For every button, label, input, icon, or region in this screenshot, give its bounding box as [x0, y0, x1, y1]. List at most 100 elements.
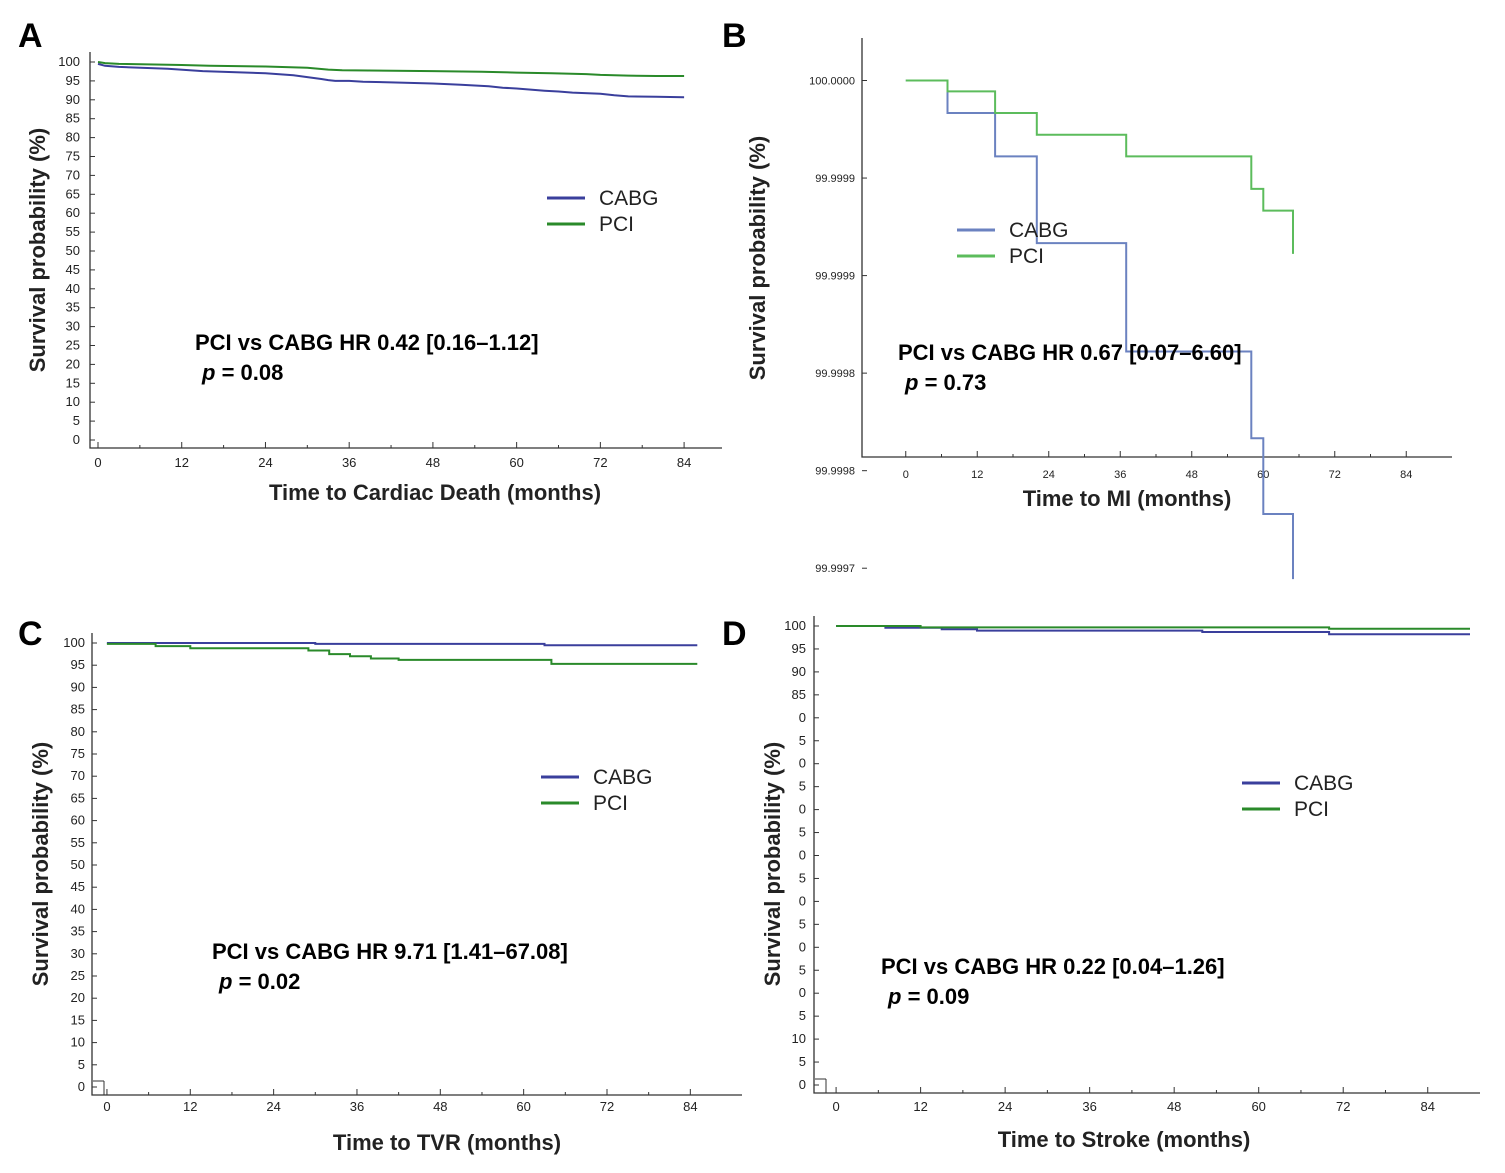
y-tick-label: 0: [799, 1077, 806, 1092]
y-tick-label: 80: [71, 724, 85, 739]
y-tick-label: 40: [66, 281, 80, 296]
x-tick-label: 24: [258, 455, 272, 470]
p-label: p: [904, 370, 918, 395]
y-tick-label: 35: [71, 924, 85, 939]
p-value-text: p = 0.08: [201, 360, 283, 385]
y-tick-label: 0: [799, 710, 806, 725]
y-tick-label: 95: [66, 73, 80, 88]
x-tick-label: 24: [266, 1099, 280, 1114]
y-tick-label: 65: [66, 186, 80, 201]
y-tick-label: 0: [78, 1079, 85, 1094]
x-tick-label: 48: [426, 455, 440, 470]
y-tick-label: 85: [792, 687, 806, 702]
y-tick-label: 95: [71, 657, 85, 672]
y-tick-label: 90: [71, 679, 85, 694]
y-tick-label: 5: [799, 825, 806, 840]
x-tick-label: 84: [677, 455, 691, 470]
legend-label-cabg: CABG: [593, 766, 653, 789]
y-tick-label: 5: [799, 1008, 806, 1023]
y-tick-label: 10: [792, 1031, 806, 1046]
y-tick-label: 5: [799, 779, 806, 794]
p-value-text: p = 0.02: [218, 969, 300, 994]
y-tick-label: 5: [799, 870, 806, 885]
y-tick-label: 0: [799, 939, 806, 954]
x-tick-label: 60: [509, 455, 523, 470]
p-value: = 0.73: [918, 370, 986, 395]
y-tick-label: 0: [799, 756, 806, 771]
series-line-pci: [905, 79, 1294, 254]
x-tick-label: 12: [174, 455, 188, 470]
y-tick-label: 85: [71, 702, 85, 717]
chart-panel-c: C 0 12 24 36 48 60 72 84 0 5 10 15 20 25 30 35 40 45 50 55 60…: [18, 615, 742, 1155]
y-tick-label: 99.9998: [815, 368, 855, 380]
p-value: = 0.08: [215, 360, 283, 385]
hazard-ratio-text: PCI vs CABG HR 0.42 [0.16–1.12]: [195, 330, 539, 355]
y-tick-label: 60: [71, 813, 85, 828]
y-tick-label: 90: [792, 664, 806, 679]
legend-label-pci: PCI: [1009, 245, 1044, 268]
x-tick-label: 60: [1251, 1099, 1265, 1114]
y-tick-label: 100: [58, 54, 80, 69]
x-tick-label: 0: [903, 469, 909, 481]
x-tick-label: 48: [1167, 1099, 1181, 1114]
legend: CABG PCI: [547, 187, 659, 236]
x-tick-label: 84: [1421, 1099, 1435, 1114]
y-tick-label: 40: [71, 901, 85, 916]
y-tick-label: 35: [66, 300, 80, 315]
y-tick-label: 99.9998: [815, 466, 855, 478]
y-tick-label: 99.9999: [815, 173, 855, 185]
x-tick-label: 36: [1114, 469, 1126, 481]
y-tick-label: 50: [71, 857, 85, 872]
x-tick-label: 84: [1400, 469, 1412, 481]
y-tick-label: 10: [71, 1035, 85, 1050]
chart-panel-d: D 0 12 24 36 48 60 72 84 0 5 10 5 0 5 0 5 0 5 0 5 0 5 0 5 0 85 90 95…: [722, 615, 1480, 1152]
y-tick-label: 5: [799, 1054, 806, 1069]
legend: CABG PCI: [957, 219, 1069, 268]
y-tick-label: 30: [71, 946, 85, 961]
legend-label-pci: PCI: [593, 792, 628, 815]
y-tick-label: 75: [71, 746, 85, 761]
x-tick-label: 72: [1336, 1099, 1350, 1114]
legend-label-cabg: CABG: [599, 187, 659, 210]
hazard-ratio-text: PCI vs CABG HR 0.67 [0.07–6.60]: [898, 340, 1242, 365]
y-axis-title: Survival probability (%): [745, 136, 770, 381]
legend: CABG PCI: [1242, 772, 1354, 821]
y-tick-label: 65: [71, 790, 85, 805]
y-tick-label: 75: [66, 149, 80, 164]
x-tick-label: 24: [1043, 469, 1055, 481]
p-label: p: [201, 360, 215, 385]
hazard-ratio-text: PCI vs CABG HR 0.22 [0.04–1.26]: [881, 954, 1225, 979]
y-tick-label: 50: [66, 243, 80, 258]
series-line-pci: [106, 642, 698, 665]
x-axis-title: Time to TVR (months): [333, 1130, 561, 1155]
y-tick-label: 45: [66, 262, 80, 277]
x-tick-label: 60: [516, 1099, 530, 1114]
y-tick-label: 5: [73, 413, 80, 428]
y-tick-label: 0: [799, 802, 806, 817]
series-line-cabg: [106, 642, 698, 647]
chart-panel-a: A 0 12 24 36 48 60 72 84 0 5 10 15 20 25 30 35 40 45 50 55 60…: [18, 17, 722, 505]
y-tick-label: 5: [78, 1057, 85, 1072]
axis-lines: [89, 52, 722, 449]
x-tick-label: 48: [433, 1099, 447, 1114]
x-tick-label: 48: [1186, 469, 1198, 481]
y-tick-label: 0: [73, 432, 80, 447]
chart-panel-b: B0 12 24 36 48 60 72 84100.000099.999999.999999…: [722, 17, 1452, 580]
x-tick-label: 0: [832, 1099, 839, 1114]
y-tick-label: 70: [66, 167, 80, 182]
y-axis-title: Survival probability (%): [28, 742, 53, 987]
legend: CABG PCI: [541, 766, 653, 815]
y-tick-label: 0: [799, 848, 806, 863]
y-tick-label: 99.9999: [815, 271, 855, 283]
x-tick-label: 72: [600, 1099, 614, 1114]
y-tick-label: 0: [799, 893, 806, 908]
y-tick-label: 95: [792, 641, 806, 656]
x-tick-label: 0: [94, 455, 101, 470]
y-tick-label: 100: [63, 635, 85, 650]
x-axis-title: Time to MI (months): [1023, 486, 1232, 511]
y-tick-label: 20: [71, 990, 85, 1005]
y-tick-label: 0: [799, 985, 806, 1000]
y-tick-label: 15: [66, 375, 80, 390]
x-tick-label: 36: [350, 1099, 364, 1114]
series-line-cabg: [97, 62, 685, 99]
